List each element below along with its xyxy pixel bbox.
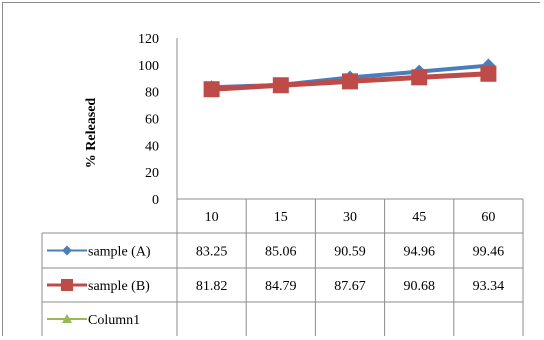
table-cell-value: 83.25 bbox=[196, 245, 228, 260]
table-cell-value: 85.06 bbox=[265, 245, 297, 260]
table-cell-value: 90.59 bbox=[334, 245, 366, 260]
legend-series-name: Column1 bbox=[88, 313, 140, 328]
table-cell-value: 90.68 bbox=[403, 279, 435, 294]
table-cell-value: 99.46 bbox=[473, 245, 505, 260]
x-category-label: 60 bbox=[481, 210, 495, 225]
legend-series-name: sample (B) bbox=[88, 279, 150, 294]
table-cell-value: 87.67 bbox=[334, 279, 366, 294]
data-point bbox=[411, 69, 428, 86]
x-category-label: 30 bbox=[343, 210, 357, 225]
legend-key-marker bbox=[61, 279, 73, 291]
table-cell-value: 84.79 bbox=[265, 279, 297, 294]
x-category-label: 15 bbox=[274, 210, 288, 225]
x-category-label: 10 bbox=[205, 210, 219, 225]
data-point bbox=[342, 73, 358, 90]
table-cell-value: 81.82 bbox=[196, 279, 228, 294]
data-point bbox=[203, 81, 220, 98]
y-tick-label: 20 bbox=[145, 166, 159, 181]
data-point bbox=[272, 77, 289, 94]
y-tick-label: 40 bbox=[145, 139, 159, 154]
x-category-label: 45 bbox=[412, 210, 426, 225]
data-table: 10 15 30 45 60 sample (A) 83.25 85.06 90.59 94.96… bbox=[41, 198, 524, 336]
y-axis-title: % Released bbox=[84, 98, 99, 169]
legend-series-name: sample (A) bbox=[88, 245, 151, 260]
legend-key-marker bbox=[62, 314, 72, 323]
table-cell-value: 94.96 bbox=[403, 245, 435, 260]
data-point bbox=[480, 65, 497, 82]
y-tick-label: 100 bbox=[138, 59, 159, 74]
y-tick-label: 0 bbox=[152, 193, 159, 208]
y-tick-label: 80 bbox=[145, 86, 159, 101]
y-tick-label: 120 bbox=[138, 32, 159, 47]
y-axis: 0 20 40 60 80 100 120 bbox=[138, 32, 178, 208]
legend-key-marker bbox=[62, 245, 72, 256]
chart-frame bbox=[2, 2, 540, 336]
y-tick-label: 60 bbox=[145, 113, 159, 128]
plot-area bbox=[203, 58, 497, 98]
table-cell-value: 93.34 bbox=[473, 279, 505, 294]
